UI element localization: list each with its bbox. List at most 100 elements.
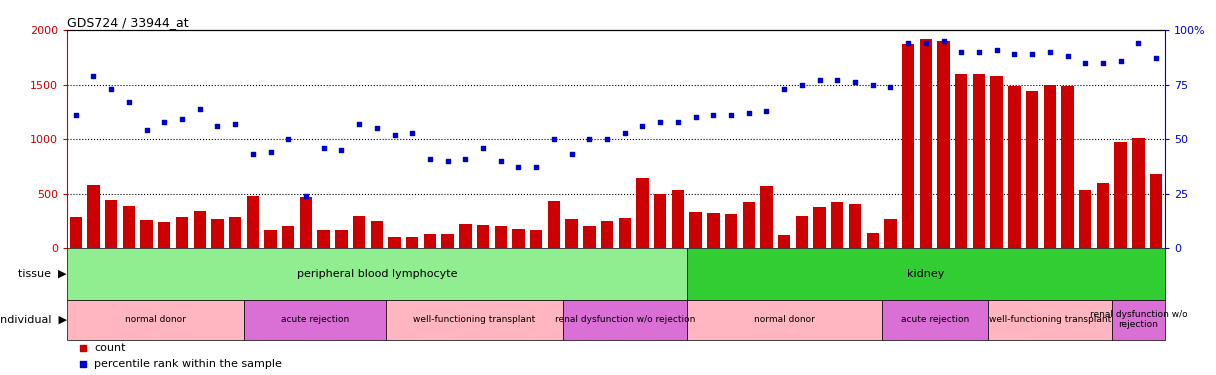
Bar — [495, 226, 507, 248]
Bar — [229, 217, 241, 248]
Point — [243, 152, 263, 157]
Bar — [385, 300, 563, 339]
Text: peripheral blood lymphocyte: peripheral blood lymphocyte — [297, 269, 457, 279]
Point — [225, 121, 244, 127]
Point — [597, 136, 617, 142]
Text: acute rejection: acute rejection — [281, 315, 349, 324]
Bar — [388, 237, 401, 248]
Point — [721, 112, 741, 118]
Bar — [938, 41, 950, 248]
Point — [173, 117, 192, 123]
Point — [260, 149, 280, 155]
Point — [632, 123, 652, 129]
Bar — [1062, 86, 1074, 248]
Bar — [244, 300, 385, 339]
Point — [562, 152, 581, 157]
Bar — [282, 226, 294, 248]
Bar — [300, 197, 313, 248]
Bar — [884, 219, 896, 248]
Bar — [336, 230, 348, 248]
Bar — [1111, 300, 1165, 339]
Bar — [919, 39, 931, 248]
Point — [527, 165, 546, 171]
Point — [756, 108, 776, 114]
Point — [208, 123, 227, 129]
Bar — [193, 211, 206, 248]
Point — [845, 80, 865, 86]
Bar — [158, 222, 170, 248]
Bar — [1079, 190, 1092, 248]
Bar — [530, 230, 542, 248]
Point — [1093, 60, 1113, 66]
Point — [615, 130, 635, 136]
Bar — [687, 248, 1165, 300]
Bar — [105, 200, 118, 248]
Bar — [671, 190, 685, 248]
Point — [74, 345, 94, 351]
Point — [775, 86, 794, 92]
Text: normal donor: normal donor — [125, 315, 186, 324]
Bar — [1026, 91, 1038, 248]
Point — [384, 132, 404, 138]
Bar — [831, 202, 844, 248]
Point — [1040, 49, 1059, 55]
Bar — [512, 229, 524, 248]
Bar — [1008, 86, 1020, 248]
Bar — [423, 234, 437, 248]
Bar — [601, 221, 613, 248]
Bar — [247, 196, 259, 248]
Bar — [743, 202, 755, 248]
Point — [438, 158, 457, 164]
Point — [651, 118, 670, 124]
Point — [916, 40, 935, 46]
Text: tissue  ▶: tissue ▶ — [18, 269, 67, 279]
Text: renal dysfunction w/o rejection: renal dysfunction w/o rejection — [554, 315, 696, 324]
Bar — [353, 216, 365, 248]
Point — [297, 193, 316, 199]
Point — [421, 156, 440, 162]
Point — [66, 112, 85, 118]
Point — [101, 86, 120, 92]
Bar — [477, 225, 489, 248]
Point — [934, 38, 953, 44]
Bar — [441, 234, 454, 248]
Bar — [987, 300, 1111, 339]
Bar — [584, 226, 596, 248]
Point — [545, 136, 564, 142]
Text: count: count — [95, 344, 125, 353]
Point — [792, 81, 811, 87]
Bar — [565, 219, 578, 248]
Bar — [1043, 84, 1055, 248]
Point — [74, 361, 94, 367]
Point — [119, 99, 139, 105]
Point — [137, 128, 157, 134]
Bar — [991, 76, 1003, 248]
Point — [863, 81, 883, 87]
Point — [190, 106, 209, 112]
Text: well-functioning transplant: well-functioning transplant — [989, 315, 1111, 324]
Bar — [1097, 183, 1109, 248]
Text: renal dysfunction w/o
rejection: renal dysfunction w/o rejection — [1090, 310, 1187, 329]
Bar — [67, 300, 244, 339]
Bar — [547, 201, 561, 248]
Bar — [619, 217, 631, 248]
Point — [456, 156, 475, 162]
Bar — [1150, 174, 1162, 248]
Point — [1058, 53, 1077, 59]
Bar — [760, 186, 772, 248]
Text: acute rejection: acute rejection — [901, 315, 969, 324]
Bar — [1114, 142, 1127, 248]
Point — [508, 165, 528, 171]
Bar — [264, 230, 277, 248]
Point — [1075, 60, 1094, 66]
Point — [686, 114, 705, 120]
Bar — [654, 194, 666, 248]
Point — [952, 49, 972, 55]
Point — [154, 118, 174, 124]
Bar — [67, 248, 687, 300]
Bar — [882, 300, 987, 339]
Bar — [955, 74, 968, 248]
Point — [1023, 51, 1042, 57]
Bar — [867, 233, 879, 248]
Point — [880, 84, 900, 90]
